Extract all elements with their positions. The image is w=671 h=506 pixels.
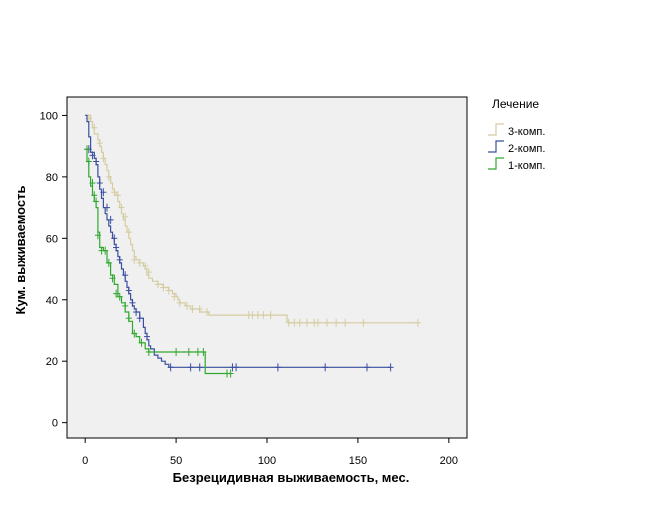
- x-tick-label: 0: [82, 455, 88, 467]
- x-tick-label: 200: [440, 455, 458, 467]
- x-tick-label: 50: [170, 455, 182, 467]
- y-tick-label: 60: [46, 233, 58, 245]
- legend-swatch: [488, 123, 504, 136]
- y-axis: 0 20 40 60 80 100: [40, 110, 67, 430]
- y-tick-label: 100: [40, 110, 58, 122]
- legend-label: 2-комп.: [508, 143, 545, 155]
- legend-swatch: [488, 140, 504, 153]
- legend-swatch: [488, 157, 504, 170]
- x-axis-title: Безрецидивная выживаемость, мес.: [173, 470, 410, 485]
- x-tick-label: 150: [349, 455, 367, 467]
- y-tick-label: 40: [46, 295, 58, 307]
- series-line: [85, 114, 391, 368]
- y-axis-title: Кум. выживаемость: [13, 185, 28, 314]
- x-axis: 0 50 100 150 200: [82, 438, 458, 467]
- series-1: [85, 114, 421, 327]
- y-tick-label: 80: [46, 172, 58, 184]
- legend-label: 1-комп.: [508, 160, 545, 172]
- series-layer: [84, 114, 421, 378]
- y-tick-label: 20: [46, 356, 58, 368]
- x-tick-label: 100: [258, 455, 276, 467]
- legend-label: 3-комп.: [508, 126, 545, 138]
- plot-area: [66, 96, 468, 439]
- y-tick-label: 0: [52, 418, 58, 430]
- legend-title: Лечение: [492, 97, 539, 111]
- series-2: [85, 114, 394, 372]
- legend: Лечение 3-комп. 2-комп. 1-комп.: [488, 97, 545, 172]
- series-3: [84, 145, 234, 378]
